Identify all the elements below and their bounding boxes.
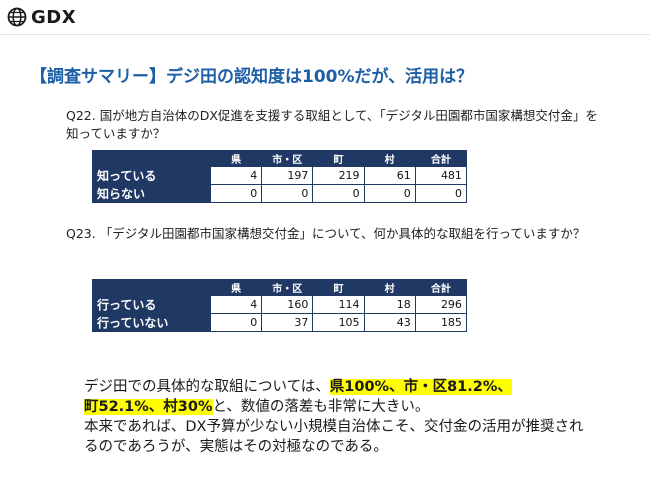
header-corner xyxy=(92,279,211,296)
slide-title: 【調査サマリー】デジ田の認知度は100%だが、活用は？ xyxy=(30,67,474,87)
col-header: 市・区 xyxy=(261,150,314,167)
summary-part3: 本来であれば、DX予算が少ない小規模自治体こそ、交付金の活用が推奨されるのであろ… xyxy=(84,419,584,455)
col-header: 村 xyxy=(363,279,416,296)
col-header: 村 xyxy=(363,150,416,167)
cell: 0 xyxy=(312,184,365,203)
table-row: 知らない 0 0 0 0 0 xyxy=(92,184,467,203)
table-row: 行っていない 0 37 105 43 185 xyxy=(92,313,467,332)
col-header: 県 xyxy=(209,150,263,167)
header-corner xyxy=(92,150,211,167)
cell: 4 xyxy=(209,166,263,185)
question-q22: Q22. 国が地方自治体のDX促進を支援する取組として、「デジタル田園都市国家構… xyxy=(66,108,598,141)
cell: 0 xyxy=(414,184,467,203)
col-header: 市・区 xyxy=(261,279,314,296)
cell: 4 xyxy=(209,295,263,314)
logo: GDX xyxy=(7,6,76,28)
table-row: 知っている 4 197 219 61 481 xyxy=(92,166,467,185)
summary-text: デジ田での具体的な取組については、県100%、市・区81.2%、町52.1%、村… xyxy=(84,377,584,457)
cell: 18 xyxy=(363,295,416,314)
cell: 43 xyxy=(363,313,416,332)
summary-part1: デジ田での具体的な取組については、 xyxy=(84,379,330,395)
cell: 0 xyxy=(261,184,314,203)
cell: 105 xyxy=(312,313,365,332)
col-header: 県 xyxy=(209,279,263,296)
cell: 37 xyxy=(261,313,314,332)
cell: 296 xyxy=(414,295,467,314)
row-label: 知らない xyxy=(92,184,211,203)
cell: 0 xyxy=(209,313,263,332)
cell: 160 xyxy=(261,295,314,314)
table-header-row: 県 市・区 町 村 合計 xyxy=(92,279,467,296)
cell: 219 xyxy=(312,166,365,185)
col-header: 町 xyxy=(312,279,365,296)
col-header: 合計 xyxy=(414,279,467,296)
logo-text: GDX xyxy=(31,6,77,28)
table-header-row: 県 市・区 町 村 合計 xyxy=(92,150,467,167)
cell: 0 xyxy=(363,184,416,203)
row-label: 行っていない xyxy=(92,313,211,332)
summary-part2: と、数値の落差も非常に大きい。 xyxy=(212,399,430,415)
table-q23: 県 市・区 町 村 合計 行っている 4 160 114 18 296 行ってい… xyxy=(92,279,467,332)
row-label: 行っている xyxy=(92,295,211,314)
cell: 61 xyxy=(363,166,416,185)
col-header: 町 xyxy=(312,150,365,167)
cell: 114 xyxy=(312,295,365,314)
cell: 0 xyxy=(209,184,263,203)
summary-highlight-1: 県100%、市・区81.2%、 xyxy=(329,379,512,395)
question-q23: Q23. 「デジタル田園都市国家構想交付金」について、何か具体的な取組を行ってい… xyxy=(66,226,586,241)
globe-icon xyxy=(7,7,27,27)
row-label: 知っている xyxy=(92,166,211,185)
table-q22: 県 市・区 町 村 合計 知っている 4 197 219 61 481 知らない… xyxy=(92,150,467,203)
cell: 185 xyxy=(414,313,467,332)
table-row: 行っている 4 160 114 18 296 xyxy=(92,295,467,314)
cell: 481 xyxy=(414,166,467,185)
summary-highlight-2: 町52.1%、村30% xyxy=(84,399,213,415)
top-bar: GDX xyxy=(0,0,650,35)
col-header: 合計 xyxy=(414,150,467,167)
cell: 197 xyxy=(261,166,314,185)
